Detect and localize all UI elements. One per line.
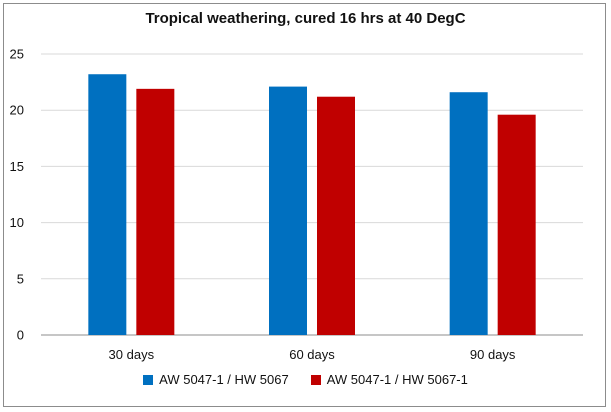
legend-label-series-1: AW 5047-1 / HW 5067 <box>159 372 289 387</box>
y-tick-label-20: 20 <box>10 103 24 118</box>
x-tick-label-2: 60 days <box>289 347 335 362</box>
legend-item-series-2: AW 5047-1 / HW 5067-1 <box>310 372 468 387</box>
legend: AW 5047-1 / HW 5067 AW 5047-1 / HW 5067-… <box>0 372 611 387</box>
legend-label-series-2: AW 5047-1 / HW 5067-1 <box>326 372 468 387</box>
x-tick-label-1: 30 days <box>109 347 155 362</box>
y-tick-label-10: 10 <box>10 215 24 230</box>
bar-series-2-60-days <box>317 96 355 335</box>
chart-title: Tropical weathering, cured 16 hrs at 40 … <box>145 10 466 27</box>
y-tick-label-25: 25 <box>10 47 24 62</box>
y-tick-label-5: 5 <box>17 271 24 286</box>
bar-series-1-60-days <box>269 86 307 335</box>
legend-item-series-1: AW 5047-1 / HW 5067 <box>143 372 289 387</box>
bar-series-2-90-days <box>497 114 536 335</box>
bar-series-1-90-days <box>449 92 488 335</box>
bar-series-2-30-days <box>136 88 175 336</box>
bar-series-1-30-days <box>88 74 127 336</box>
x-tick-label-3: 90 days <box>470 347 516 362</box>
y-tick-label-0: 0 <box>17 328 24 343</box>
legend-swatch-series-1 <box>143 374 154 385</box>
y-tick-label-15: 15 <box>10 159 24 174</box>
legend-swatch-series-2 <box>310 374 321 385</box>
